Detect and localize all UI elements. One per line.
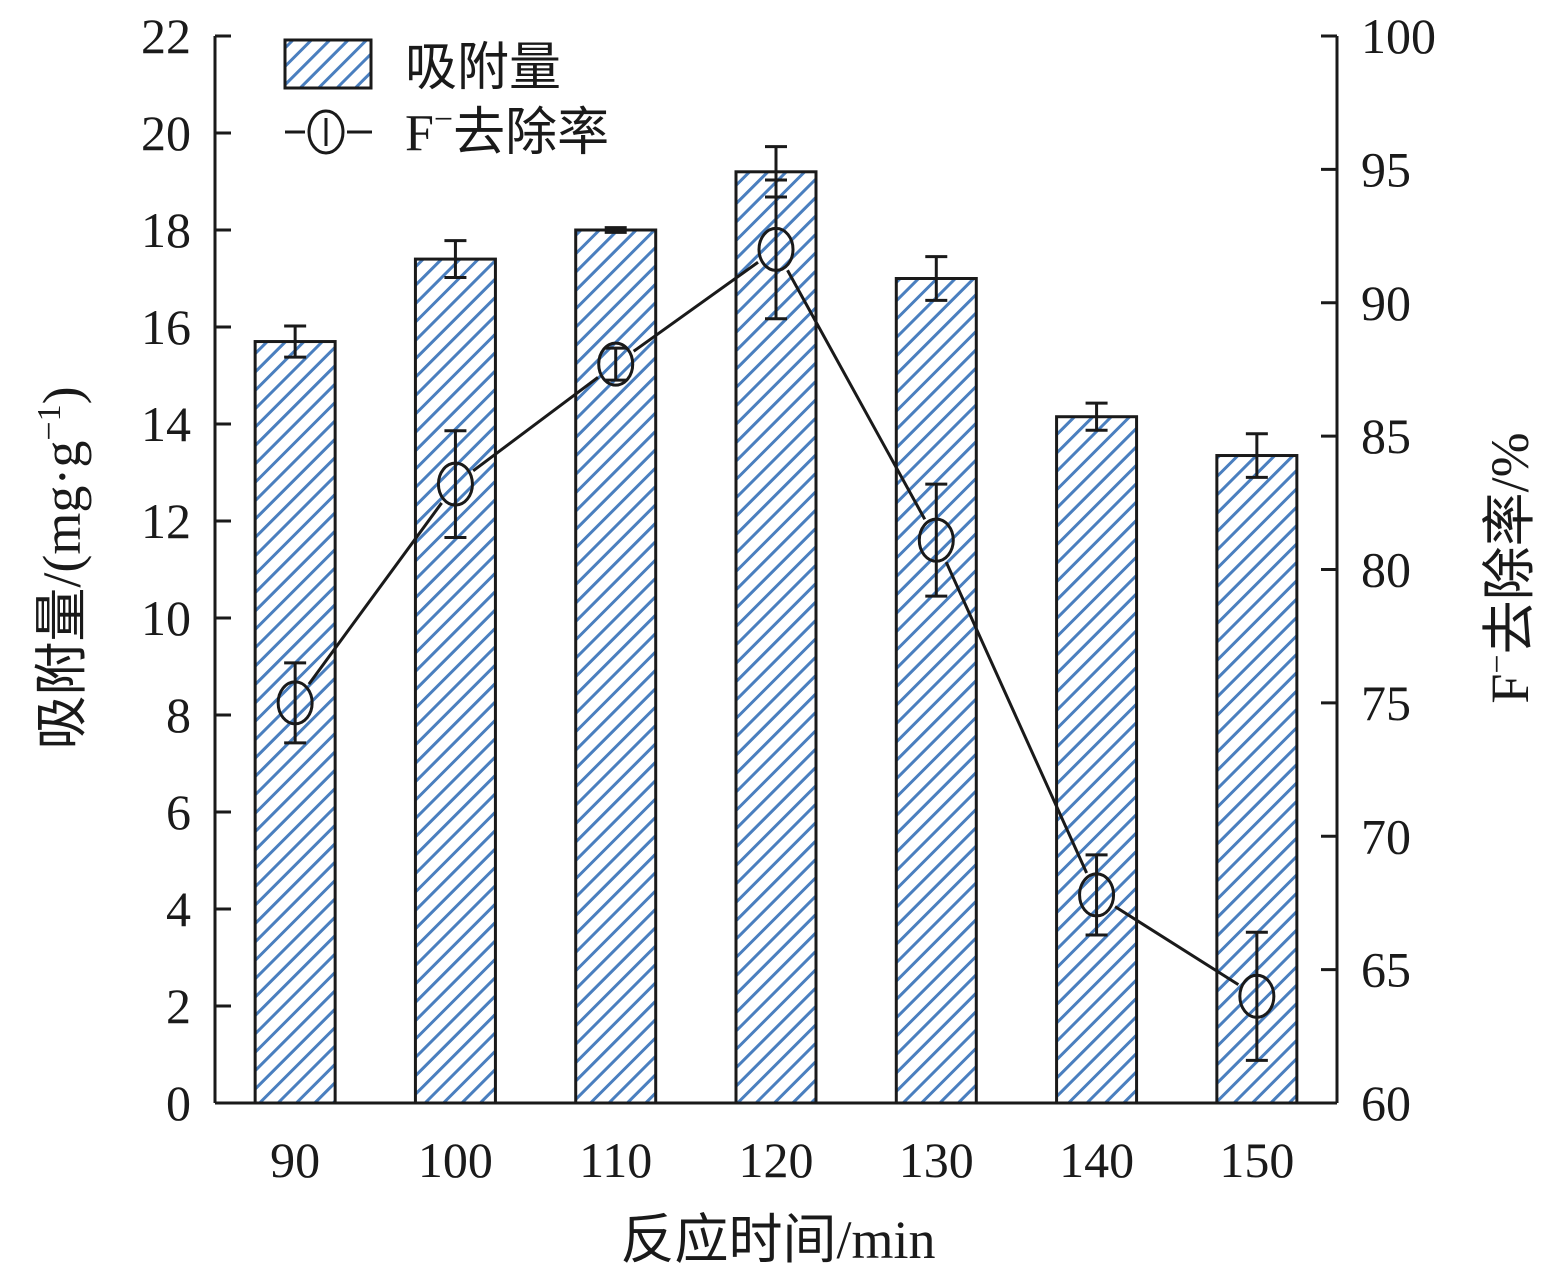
- y-axis-title: 吸附量/(mg·g−1): [31, 386, 92, 749]
- y2-tick-label-85: 85: [1361, 408, 1411, 464]
- x-tick-label-120: 120: [739, 1132, 814, 1188]
- line-segment-120: [786, 269, 927, 521]
- y-tick-label-14: 14: [141, 396, 191, 452]
- x-tick-label-100: 100: [418, 1132, 493, 1188]
- y2-tick-label-70: 70: [1361, 808, 1411, 864]
- legend: 吸附量 F−去除率: [283, 38, 609, 162]
- y-tick-label-0: 0: [166, 1075, 191, 1131]
- y2-tick-label-65: 65: [1361, 942, 1411, 998]
- x-tick-label-140: 140: [1059, 1132, 1134, 1188]
- x-tick-label-90: 90: [270, 1132, 320, 1188]
- y-tick-label-2: 2: [166, 978, 191, 1034]
- line-segment-90: [307, 502, 443, 685]
- legend-swatch-bar: [283, 38, 373, 90]
- y-tick-label-22: 22: [141, 8, 191, 64]
- line-segment-100: [472, 376, 599, 473]
- line-point-120: [757, 226, 795, 272]
- legend-swatch-marker: [307, 109, 345, 155]
- y-tick-label-12: 12: [141, 493, 191, 549]
- y2-tick-label-80: 80: [1361, 542, 1411, 598]
- bar-130: [894, 277, 978, 1105]
- y-tick-label-10: 10: [141, 590, 191, 646]
- y2-tick-label-95: 95: [1361, 141, 1411, 197]
- bar-120: [734, 170, 818, 1105]
- y-tick-label-18: 18: [141, 202, 191, 258]
- y2-axis-title: F−去除率/%: [1479, 432, 1540, 703]
- line-point-110: [597, 341, 635, 387]
- y-tick-label-16: 16: [141, 299, 191, 355]
- legend-label-bar: 吸附量: [405, 40, 561, 97]
- y-tick-label-6: 6: [166, 784, 191, 840]
- line-segment-110: [632, 261, 759, 353]
- line-point-100: [436, 461, 474, 507]
- x-tick-label-130: 130: [899, 1132, 974, 1188]
- y-tick-label-4: 4: [166, 881, 191, 937]
- x-tick-label-150: 150: [1219, 1132, 1294, 1188]
- line-point-140: [1078, 872, 1116, 918]
- y-tick-label-20: 20: [141, 105, 191, 161]
- bar-errors-layer: [284, 145, 1268, 479]
- y2-tick-label-60: 60: [1361, 1075, 1411, 1131]
- y2-tick-label-75: 75: [1361, 675, 1411, 731]
- x-tick-label-110: 110: [579, 1132, 652, 1188]
- axes-layer: 0 2 4 6 8 10 12 14 16 18 20 22 60 65 70 75 80 85 90 95 100 90…: [141, 8, 1436, 1188]
- line-segment-130: [944, 561, 1089, 874]
- x-axis-title: 反应时间/min: [620, 1210, 935, 1270]
- line-point-90: [276, 680, 314, 726]
- y2-tick-label-100: 100: [1361, 8, 1436, 64]
- y-tick-label-8: 8: [166, 687, 191, 743]
- line-layer: [276, 178, 1276, 1062]
- line-point-130: [917, 517, 955, 563]
- line-point-150: [1238, 973, 1276, 1019]
- line-segment-140: [1114, 905, 1240, 986]
- bar-100: [413, 257, 497, 1105]
- y2-tick-label-90: 90: [1361, 275, 1411, 331]
- legend-label-line: F−去除率: [405, 101, 609, 162]
- bar-140: [1055, 415, 1139, 1105]
